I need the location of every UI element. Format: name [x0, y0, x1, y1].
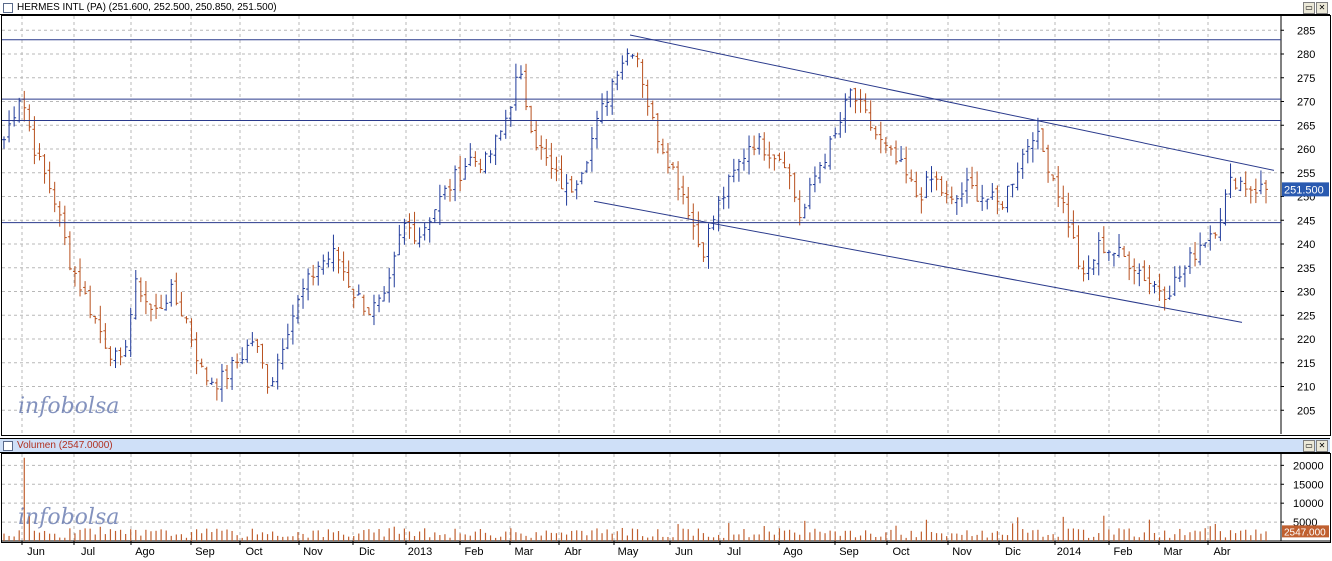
x-tick-label: Jul — [81, 546, 95, 558]
x-tick-label: 2014 — [1057, 546, 1081, 558]
price-tick-label: 240 — [1297, 239, 1315, 251]
price-panel-header: HERMES INTL (PA) (251.600, 252.500, 250.… — [0, 1, 1330, 15]
grid — [2, 16, 1281, 541]
last-price-label: 251.500 — [1284, 184, 1324, 196]
x-tick-label: May — [618, 546, 639, 558]
x-tick-label: Sep — [195, 546, 215, 558]
x-tick-label: Ago — [783, 546, 803, 558]
restore-button[interactable]: ▭ — [1303, 440, 1315, 452]
x-tick-label: Dic — [359, 546, 375, 558]
price-tick-label: 205 — [1297, 405, 1315, 417]
x-tick-label: Abr — [564, 546, 581, 558]
price-tick-label: 275 — [1297, 73, 1315, 85]
panel-icon — [3, 3, 13, 13]
close-button[interactable]: ✕ — [1316, 440, 1328, 452]
price-tick-label: 280 — [1297, 49, 1315, 61]
volume-panel-header: Volumen (2547.0000) ▭ ✕ — [0, 438, 1330, 453]
x-tick-label: Jun — [27, 546, 45, 558]
price-tick-label: 265 — [1297, 120, 1315, 132]
x-tick-label: Oct — [245, 546, 262, 558]
infobolsa-watermark: infobolsa — [18, 505, 119, 530]
price-tick-label: 285 — [1297, 25, 1315, 37]
price-tick-label: 270 — [1297, 97, 1315, 109]
x-tick-label: Mar — [515, 546, 534, 558]
infobolsa-watermark: infobolsa — [18, 394, 119, 419]
price-tick-label: 225 — [1297, 310, 1315, 322]
lower-trendline — [593, 200, 1243, 323]
price-tick-label: 255 — [1297, 168, 1315, 180]
last-price-badge — [1282, 182, 1329, 197]
last-volume-label: 2547.000 — [1284, 527, 1326, 538]
volume-panel-title: Volumen (2547.0000) — [17, 440, 113, 451]
x-tick-label: 2013 — [408, 546, 432, 558]
volume-tick-label: 15000 — [1293, 479, 1324, 491]
price-tick-label: 210 — [1297, 382, 1315, 394]
x-tick-label: Dic — [1005, 546, 1021, 558]
volume-tick-label: 20000 — [1293, 460, 1324, 472]
price-tick-label: 245 — [1297, 215, 1315, 227]
x-tick-label: Abr — [1213, 546, 1230, 558]
x-tick-label: Feb — [1114, 546, 1133, 558]
price-bars — [2, 48, 1268, 402]
x-tick-label: Jun — [675, 546, 693, 558]
x-tick-label: Sep — [839, 546, 859, 558]
upper-trendline — [629, 34, 1275, 171]
volume-bars — [3, 457, 1267, 541]
x-tick-label: Mar — [1164, 546, 1183, 558]
price-tick-label: 215 — [1297, 358, 1315, 370]
price-tick-label: 260 — [1297, 144, 1315, 156]
last-volume-badge — [1282, 525, 1329, 538]
volume-tick-label: 10000 — [1293, 498, 1324, 510]
x-tick-label: Jul — [727, 546, 741, 558]
close-button[interactable]: ✕ — [1316, 2, 1328, 14]
x-tick-label: Ago — [135, 546, 155, 558]
x-tick-label: Nov — [952, 546, 972, 558]
price-tick-label: 220 — [1297, 334, 1315, 346]
panel-icon — [3, 441, 13, 451]
price-tick-label: 230 — [1297, 287, 1315, 299]
price-panel-title: HERMES INTL (PA) (251.600, 252.500, 250.… — [17, 2, 277, 13]
x-tick-label: Nov — [303, 546, 323, 558]
restore-button[interactable]: ▭ — [1303, 2, 1315, 14]
x-tick-label: Oct — [892, 546, 909, 558]
x-tick-label: Feb — [465, 546, 484, 558]
price-tick-label: 235 — [1297, 263, 1315, 275]
